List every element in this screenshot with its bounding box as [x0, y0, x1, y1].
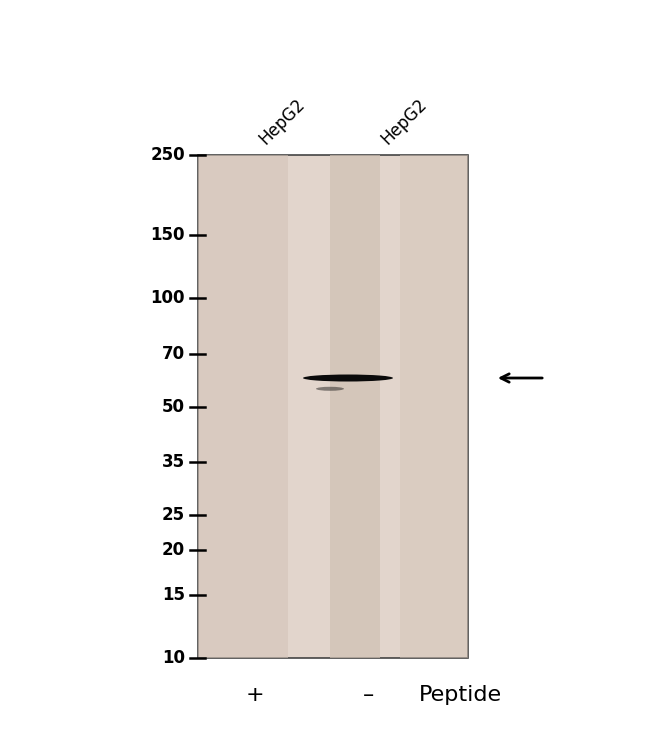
- Text: HepG2: HepG2: [255, 95, 308, 148]
- Text: 35: 35: [162, 453, 185, 471]
- Text: 70: 70: [162, 345, 185, 363]
- Text: –: –: [363, 685, 374, 705]
- Text: 15: 15: [162, 586, 185, 604]
- Bar: [400, 155, 468, 658]
- Text: 10: 10: [162, 649, 185, 667]
- Bar: [198, 155, 288, 658]
- Ellipse shape: [303, 375, 393, 381]
- Text: 100: 100: [151, 289, 185, 307]
- Bar: [198, 155, 468, 658]
- Text: +: +: [246, 685, 265, 705]
- Text: Peptide: Peptide: [419, 685, 502, 705]
- Ellipse shape: [316, 386, 344, 391]
- Text: HepG2: HepG2: [377, 95, 430, 148]
- Text: 150: 150: [151, 226, 185, 244]
- Text: 20: 20: [162, 541, 185, 559]
- Text: 250: 250: [150, 146, 185, 164]
- Bar: [330, 155, 380, 658]
- Text: 25: 25: [162, 506, 185, 524]
- Text: 50: 50: [162, 397, 185, 416]
